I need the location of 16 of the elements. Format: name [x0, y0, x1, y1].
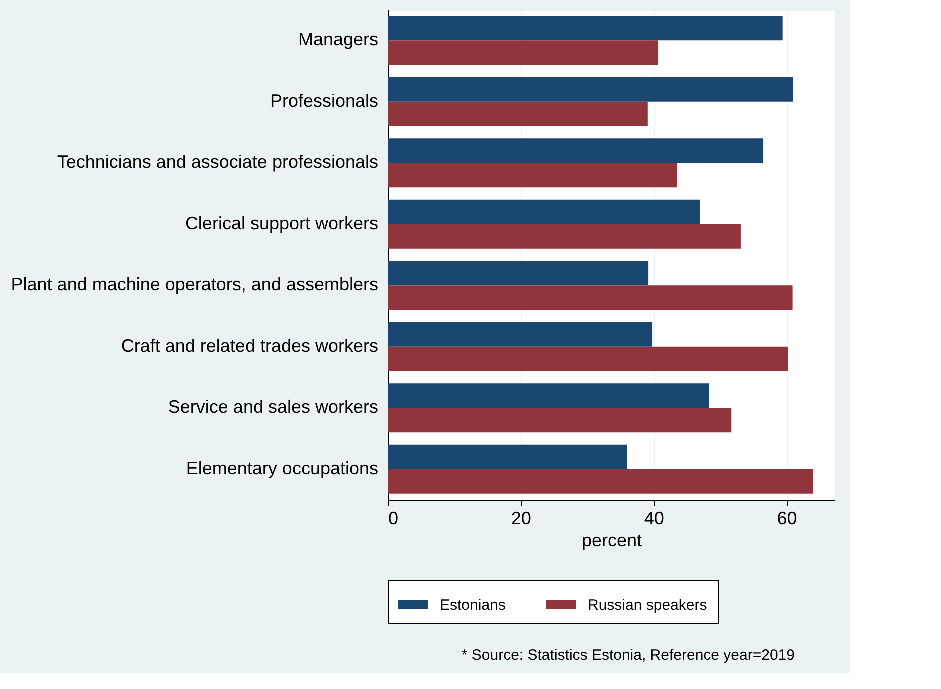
y-tick-label: Clerical support workers [185, 213, 378, 234]
y-tick-label: Professionals [270, 90, 378, 111]
x-tick-label: 40 [644, 508, 664, 528]
y-tick-label: Service and sales workers [168, 397, 378, 418]
x-tick-label: 60 [777, 508, 798, 528]
legend-label: Russian speakers [588, 597, 708, 614]
y-tick-label: Managers [298, 30, 378, 50]
y-tick-label: Craft and related trades workers [121, 336, 378, 356]
x-tick-label: 0 [388, 508, 399, 528]
legend-label: Estonians [440, 597, 506, 614]
y-tick-label: Plant and machine operators, and assemblers [11, 274, 378, 295]
x-tick-label: 20 [511, 508, 532, 528]
y-tick-label: Elementary occupations [186, 458, 378, 478]
x-axis-title: percent [582, 530, 642, 550]
y-tick-label: Technicians and associate professionals [57, 152, 378, 172]
text: * Source: Statistics Estonia, Reference year=2019 [462, 647, 795, 664]
